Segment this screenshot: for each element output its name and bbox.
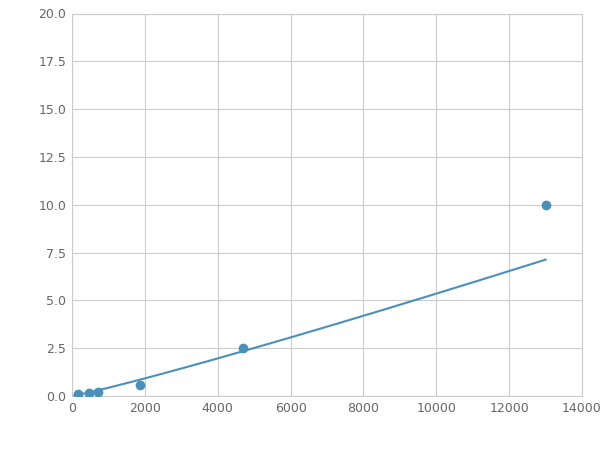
Point	[93, 388, 103, 396]
Point	[136, 381, 145, 388]
Point	[73, 391, 82, 398]
Point	[84, 390, 94, 397]
Point	[541, 201, 550, 208]
Point	[238, 345, 248, 352]
